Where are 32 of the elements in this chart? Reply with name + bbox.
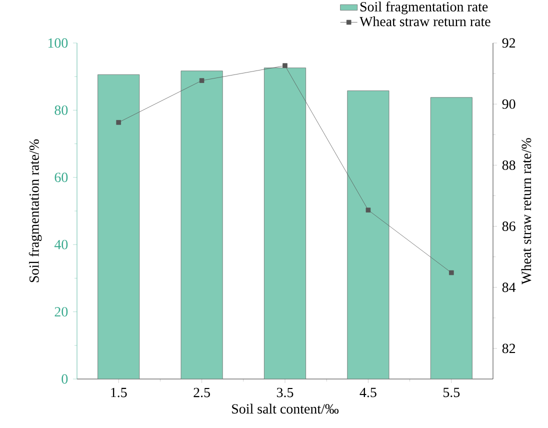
x-tick-label: 5.5 bbox=[444, 388, 460, 398]
y-tick-label: 20 bbox=[54, 307, 68, 317]
point bbox=[282, 63, 288, 68]
y-tick-label: 60 bbox=[54, 172, 68, 182]
y2-axis-title: Wheat straw return rate/% bbox=[521, 138, 532, 284]
y2-tick-label: 88 bbox=[502, 160, 516, 170]
x-axis-title: Soil salt content/‰ bbox=[232, 404, 339, 414]
y2-tick-label: 92 bbox=[502, 38, 516, 48]
y2-tick-label: 82 bbox=[502, 344, 516, 354]
x-tick-label: 1.5 bbox=[111, 388, 127, 398]
bar bbox=[347, 90, 390, 379]
point bbox=[199, 78, 204, 83]
legend-label: Wheat straw return rate bbox=[360, 16, 490, 26]
legend-label: Soil fragmentation rate bbox=[360, 2, 488, 14]
x-tick-label: 3.5 bbox=[276, 388, 294, 398]
bar bbox=[264, 68, 306, 379]
y-tick-label: 0 bbox=[62, 374, 68, 384]
bar bbox=[180, 70, 223, 379]
y-tick-label: 80 bbox=[54, 105, 68, 115]
y-tick-label: 100 bbox=[48, 38, 68, 48]
point bbox=[116, 120, 121, 125]
y2-tick-label: 86 bbox=[502, 222, 516, 231]
y-tick-label: 40 bbox=[54, 240, 68, 250]
bar bbox=[430, 97, 472, 379]
y2-tick-label: 84 bbox=[502, 282, 516, 292]
point bbox=[366, 208, 371, 212]
x-tick-label: 2.5 bbox=[194, 388, 210, 398]
bar bbox=[98, 74, 140, 379]
point bbox=[449, 270, 454, 276]
x-tick-label: 4.5 bbox=[360, 388, 376, 398]
y-axis-title: Soil fragmentation rate/% bbox=[28, 139, 42, 282]
y2-tick-label: 90 bbox=[502, 99, 516, 109]
